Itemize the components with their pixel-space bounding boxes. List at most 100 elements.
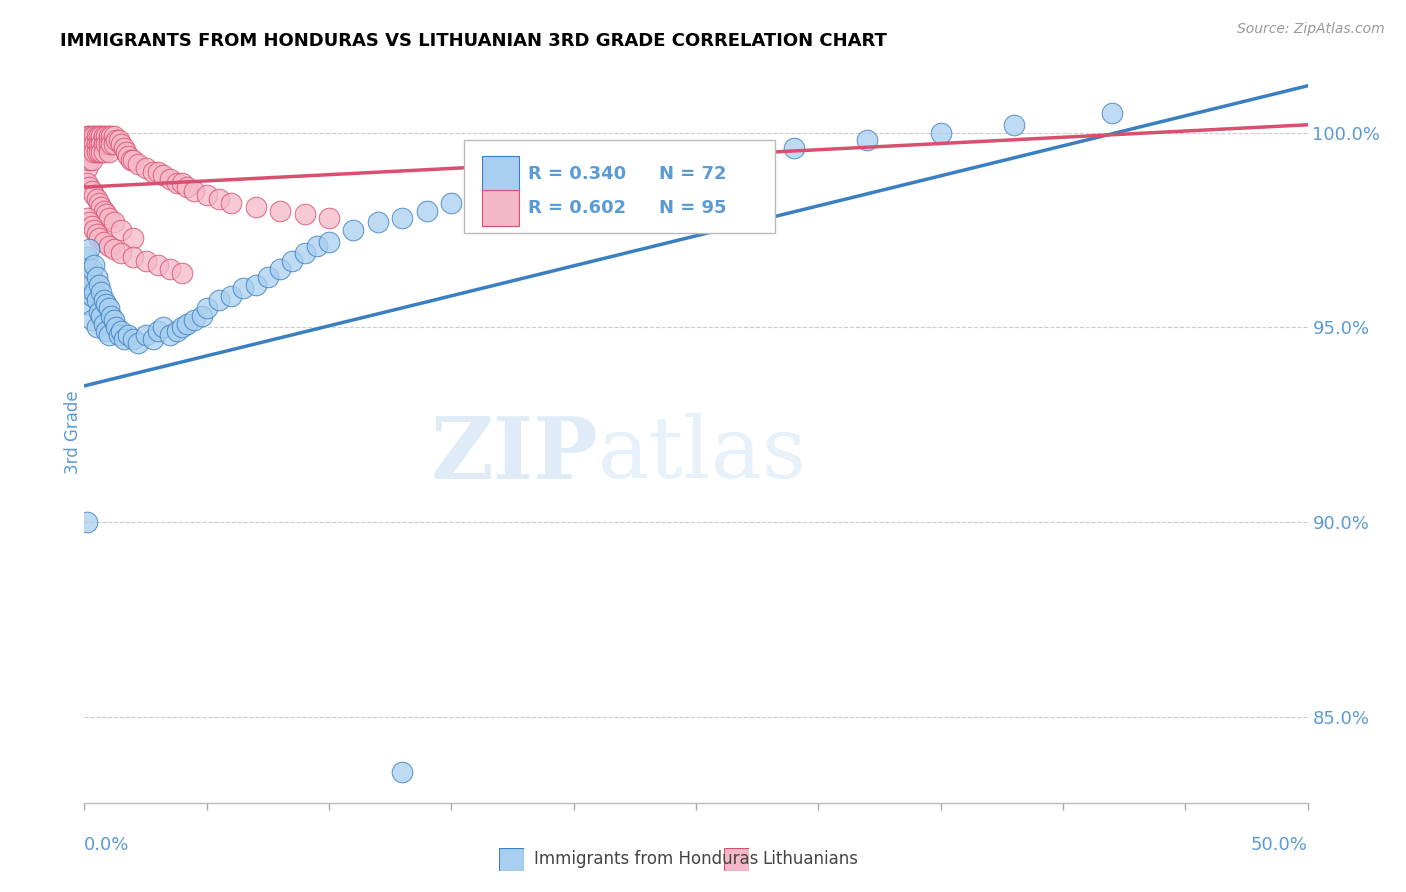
Text: N = 95: N = 95 [659, 199, 727, 217]
Point [929, 126, 952, 140]
Point [93, 129, 115, 144]
Point [661, 157, 683, 171]
Point [342, 223, 364, 237]
Point [83, 188, 105, 202]
Point [76, 250, 98, 264]
Point [87, 145, 110, 159]
Point [219, 289, 242, 303]
Point [127, 157, 149, 171]
Point [440, 195, 463, 210]
Point [612, 164, 634, 178]
Point [416, 203, 439, 218]
Point [856, 133, 879, 147]
Point [90, 145, 112, 159]
Point [107, 328, 129, 343]
Point [122, 231, 145, 245]
Point [80, 274, 103, 288]
Text: 50.0%: 50.0% [1251, 836, 1308, 855]
Point [103, 137, 125, 152]
Text: N = 72: N = 72 [659, 165, 727, 183]
Point [93, 235, 115, 249]
Point [80, 269, 103, 284]
Text: ZIP: ZIP [430, 413, 598, 497]
Point [105, 133, 128, 147]
Point [80, 129, 103, 144]
Point [159, 328, 181, 343]
Point [96, 324, 118, 338]
Point [76, 161, 98, 175]
FancyBboxPatch shape [482, 156, 519, 192]
Point [83, 277, 105, 292]
Point [93, 293, 115, 307]
Point [219, 195, 242, 210]
Point [77, 180, 100, 194]
Point [76, 129, 98, 144]
Point [269, 203, 291, 218]
Point [76, 153, 98, 167]
Point [146, 164, 169, 178]
Point [709, 149, 731, 163]
Point [77, 266, 100, 280]
Point [76, 515, 98, 529]
Point [208, 192, 231, 206]
Point [86, 293, 108, 307]
Point [100, 309, 122, 323]
Point [112, 332, 135, 346]
Point [90, 129, 112, 144]
Point [87, 277, 110, 292]
Point [97, 137, 120, 152]
Text: atlas: atlas [598, 413, 807, 497]
Point [783, 141, 806, 155]
Point [83, 258, 105, 272]
Point [152, 169, 174, 183]
Point [117, 328, 139, 343]
Point [391, 211, 413, 226]
Point [489, 188, 512, 202]
Point [86, 129, 108, 144]
Point [76, 137, 98, 152]
Text: R = 0.602: R = 0.602 [529, 199, 627, 217]
Point [77, 129, 100, 144]
Point [176, 180, 198, 194]
Point [142, 164, 165, 178]
Point [269, 262, 291, 277]
Point [83, 145, 105, 159]
Point [80, 262, 103, 277]
Point [100, 137, 122, 152]
Point [135, 161, 157, 175]
Point [294, 246, 316, 260]
Point [103, 129, 125, 144]
Point [562, 172, 585, 186]
Point [513, 184, 536, 198]
Text: R = 0.340: R = 0.340 [529, 165, 627, 183]
Point [110, 246, 132, 260]
Point [87, 137, 110, 152]
Point [105, 320, 128, 334]
Point [86, 192, 108, 206]
Text: Immigrants from Honduras: Immigrants from Honduras [534, 850, 759, 868]
Point [86, 137, 108, 152]
Point [191, 309, 214, 323]
Point [77, 137, 100, 152]
Point [257, 269, 280, 284]
Point [97, 238, 120, 252]
Point [142, 332, 165, 346]
Point [103, 215, 125, 229]
Point [122, 250, 145, 264]
Point [93, 137, 115, 152]
Point [107, 133, 129, 147]
Point [76, 262, 98, 277]
Point [245, 200, 267, 214]
Point [367, 215, 389, 229]
Point [76, 176, 98, 190]
Point [110, 223, 132, 237]
Point [464, 192, 486, 206]
Point [87, 195, 110, 210]
Point [77, 274, 100, 288]
Point [93, 203, 115, 218]
Point [135, 328, 157, 343]
Point [96, 297, 118, 311]
Point [93, 145, 115, 159]
Point [80, 137, 103, 152]
Point [83, 129, 105, 144]
